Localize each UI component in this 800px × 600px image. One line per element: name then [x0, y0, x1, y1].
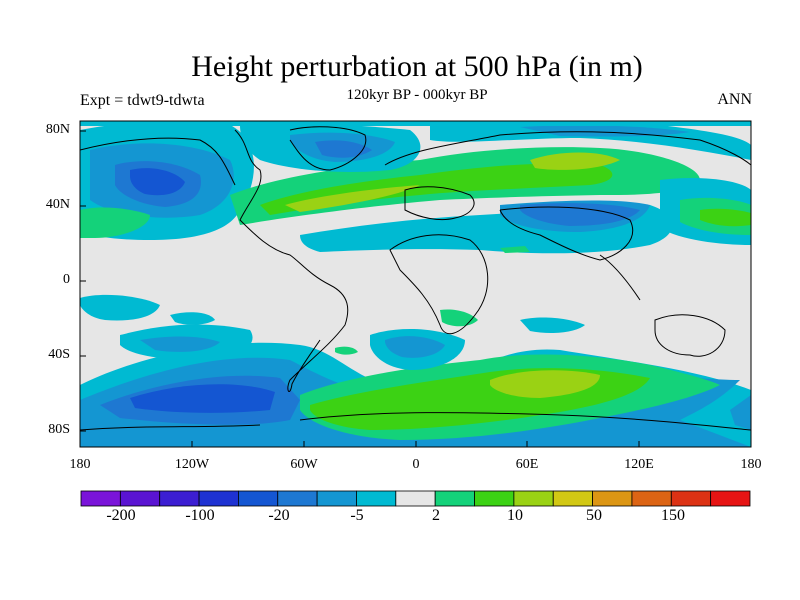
map-plot-area [80, 121, 751, 447]
colorbar-swatch [356, 490, 397, 507]
axis-ticks [80, 130, 640, 447]
colorbar-label: 2 [432, 507, 440, 524]
colorbar-swatch [474, 490, 515, 507]
colorbar-label: 150 [661, 507, 685, 524]
colorbar-swatch [670, 490, 712, 507]
lon-tick-label: 180 [69, 457, 91, 472]
colorbar-swatch [710, 490, 751, 507]
colorbar-swatch [198, 490, 239, 507]
experiment-label: Expt = tdwt9-tdwta [80, 92, 205, 109]
colorbar-label: -5 [350, 507, 364, 524]
lon-tick-label: 60E [515, 457, 539, 472]
lat-tick-label: 80S [48, 422, 70, 437]
colorbar-swatch [316, 490, 357, 507]
southern-ocean-bands [80, 342, 751, 447]
lon-tick-label: 120E [624, 457, 654, 472]
colorbar [80, 490, 751, 507]
colorbar-swatch [552, 490, 593, 507]
northern-bands [80, 121, 751, 254]
season-label: ANN [717, 91, 752, 108]
colorbar-swatch [119, 490, 161, 507]
colorbar-swatch [80, 490, 121, 507]
lon-tick-label: 60W [290, 457, 318, 472]
lon-tick-label: 120W [174, 457, 210, 472]
lat-tick-label: 40S [48, 347, 70, 362]
colorbar-swatch [434, 490, 475, 507]
figure-title: Height perturbation at 500 hPa (in m) [191, 50, 643, 83]
colorbar-swatch [238, 490, 279, 507]
colorbar-swatch [592, 490, 633, 507]
colorbar-swatch [277, 490, 318, 507]
lat-tick-label: 0 [63, 272, 70, 287]
colorbar-swatch [631, 490, 672, 507]
colorbar-swatch [513, 490, 554, 507]
lon-tick-label: 0 [412, 457, 420, 472]
figure-subtitle: 120kyr BP - 000kyr BP [346, 87, 488, 103]
colorbar-swatch [395, 490, 436, 507]
lat-tick-label: 40N [45, 197, 70, 212]
colorbar-label: -20 [268, 507, 290, 524]
coastlines [80, 126, 751, 431]
lat-tick-label: 80N [45, 122, 70, 137]
colorbar-swatch [159, 490, 200, 507]
colorbar-label: -200 [106, 507, 136, 524]
colorbar-label: 10 [507, 507, 523, 524]
colorbar-label: 50 [586, 507, 602, 524]
lon-tick-label: 180 [740, 457, 762, 472]
colorbar-label: -100 [185, 507, 215, 524]
